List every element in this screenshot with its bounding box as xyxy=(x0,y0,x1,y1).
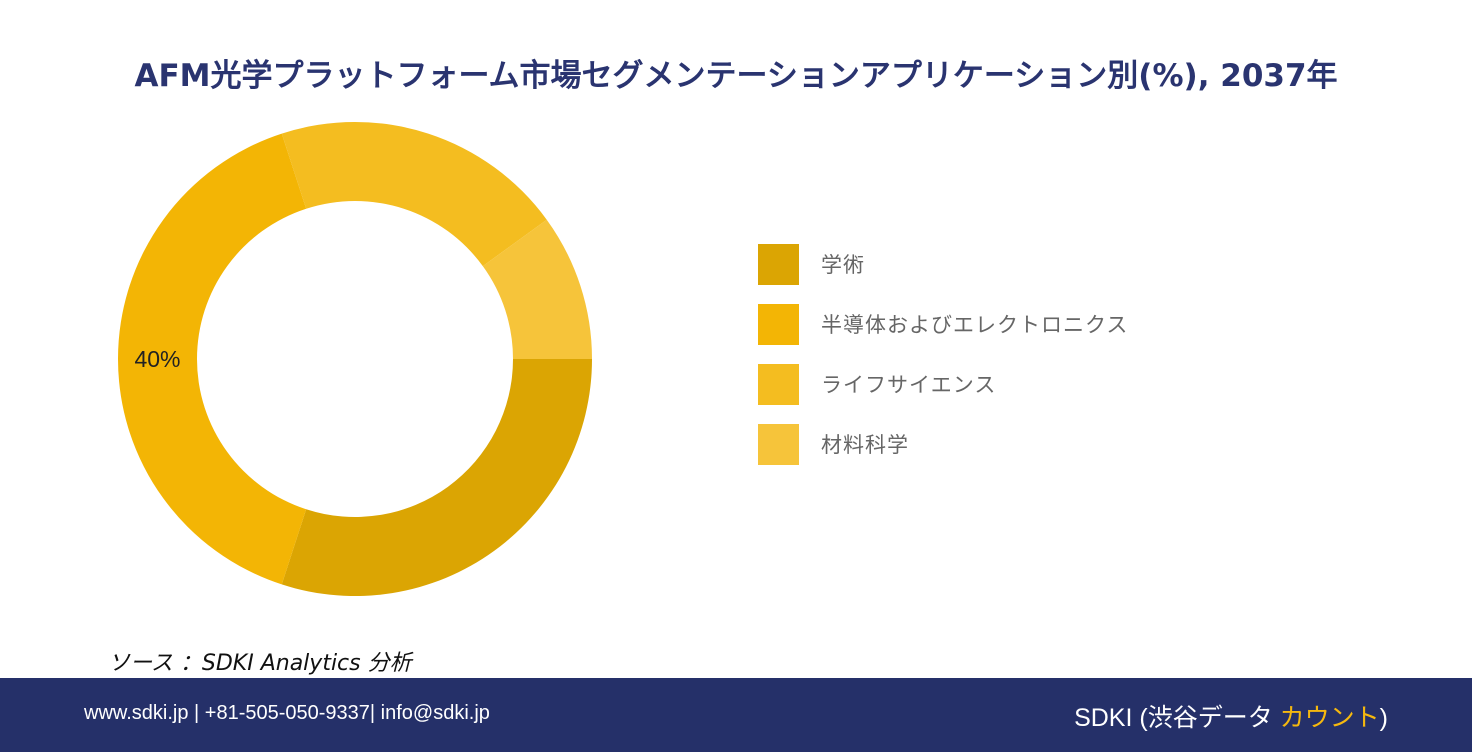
brand-suffix: ) xyxy=(1379,704,1388,732)
slice-academic xyxy=(281,359,592,596)
legend-swatch xyxy=(758,243,799,285)
slice-semiconductor xyxy=(117,133,307,585)
source-note: ソース ：SDKI Analytics 分析 xyxy=(108,651,412,676)
chart-title: AFM光学プラットフォーム市場セグメンテーションアプリケーション別(%), 20… xyxy=(134,58,1338,94)
legend-label: ライフサイエンス xyxy=(821,373,997,397)
legend-item-life-science: ライフサイエンス xyxy=(758,363,1128,405)
legend-swatch xyxy=(758,363,799,405)
legend-label: 材料科学 xyxy=(821,433,909,457)
legend-label: 半導体およびエレクトロニクス xyxy=(821,313,1129,337)
legend-swatch xyxy=(758,423,799,465)
legend-swatch xyxy=(758,303,799,345)
slice-life-science xyxy=(281,122,547,267)
brand-accent: カウント xyxy=(1279,704,1380,732)
footer-brand: SDKI (渋谷データ カウント) xyxy=(1074,698,1388,734)
brand-prefix: SDKI (渋谷データ xyxy=(1074,704,1280,732)
footer-bar: www.sdki.jp | +81-505-050-9337| info@sdk… xyxy=(0,678,1472,752)
legend-item-academic: 学術 xyxy=(758,243,1128,285)
legend-label: 学術 xyxy=(821,253,865,277)
slice-materials-science xyxy=(482,219,592,359)
legend-item-materials-science: 材料科学 xyxy=(758,423,1128,465)
legend-item-semiconductor: 半導体およびエレクトロニクス xyxy=(758,303,1129,345)
legend: 学術 半導体およびエレクトロニクス ライフサイエンス 材料科学 xyxy=(758,243,1129,484)
slice-data-label: 40% xyxy=(134,346,180,372)
donut-chart: 40% xyxy=(117,122,592,596)
footer-contact: www.sdki.jp | +81-505-050-9337| info@sdk… xyxy=(84,702,490,724)
